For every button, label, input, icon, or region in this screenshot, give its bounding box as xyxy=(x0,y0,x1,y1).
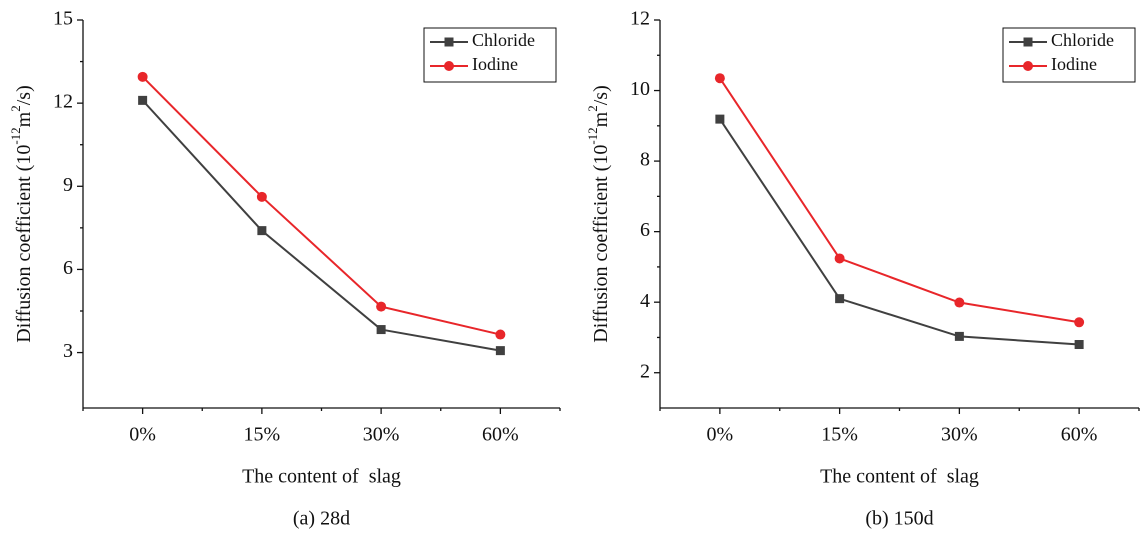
x-tick-label: 15% xyxy=(244,424,281,446)
legend-marker xyxy=(1023,61,1033,71)
y-tick-label: 2 xyxy=(640,360,650,382)
y-axis-label: Diffusion coefficient (10-12m2/s) xyxy=(585,85,611,343)
caption: (a) 28d xyxy=(293,508,350,530)
x-tick-label: 30% xyxy=(941,424,978,446)
y-label-part: -12 xyxy=(8,127,23,144)
legend-marker xyxy=(444,37,454,47)
series-line xyxy=(141,76,501,336)
legend-marker xyxy=(444,61,454,71)
y-tick-label: 10 xyxy=(630,78,650,100)
y-tick-label: 9 xyxy=(63,174,73,196)
y-label-part: /s) xyxy=(13,85,35,105)
legend-box xyxy=(1002,27,1136,83)
marker xyxy=(495,346,505,356)
marker xyxy=(257,226,267,236)
marker xyxy=(954,297,965,308)
marker xyxy=(376,325,386,335)
y-tick-label: 12 xyxy=(630,8,650,30)
marker xyxy=(714,73,725,84)
y-label-part: -12 xyxy=(585,127,600,144)
series-line xyxy=(719,118,1080,346)
x-tick-label: 0% xyxy=(707,424,734,446)
y-tick-label: 12 xyxy=(53,91,73,113)
x-tick-label: 60% xyxy=(1061,424,1098,446)
legend-label: Chloride xyxy=(1051,30,1114,50)
y-tick-label: 15 xyxy=(53,8,73,30)
y-label-part: m xyxy=(590,111,612,127)
legend-label: Chloride xyxy=(472,30,535,50)
y-tick-label: 8 xyxy=(640,149,650,171)
x-tick-label: 30% xyxy=(363,424,400,446)
y-label-part: Diffusion coefficient (10 xyxy=(590,145,612,343)
marker xyxy=(138,95,148,105)
marker xyxy=(495,329,506,340)
x-axis-label: The content of slag xyxy=(820,466,979,488)
marker xyxy=(376,301,387,312)
y-tick-label: 6 xyxy=(640,219,650,241)
series-line xyxy=(719,77,1080,324)
series-line xyxy=(141,99,501,352)
y-label-part: 2 xyxy=(585,105,600,112)
marker xyxy=(256,191,267,202)
marker xyxy=(835,294,845,304)
legend-label: Iodine xyxy=(472,54,518,74)
y-tick-label: 4 xyxy=(640,290,650,312)
marker xyxy=(137,71,148,82)
y-tick-label: 6 xyxy=(63,257,73,279)
y-label-part: m xyxy=(13,111,35,127)
caption: (b) 150d xyxy=(865,508,933,530)
legend-marker xyxy=(1023,37,1033,47)
marker xyxy=(1074,340,1084,350)
marker xyxy=(715,114,725,124)
x-tick-label: 15% xyxy=(821,424,858,446)
y-axis-label: Diffusion coefficient (10-12m2/s) xyxy=(8,85,34,343)
y-tick-label: 3 xyxy=(63,340,73,362)
marker xyxy=(834,253,845,264)
legend-label: Iodine xyxy=(1051,54,1097,74)
x-tick-label: 0% xyxy=(129,424,156,446)
marker xyxy=(1074,317,1085,328)
x-axis-label: The content of slag xyxy=(242,466,401,488)
marker xyxy=(954,331,964,341)
legend-box xyxy=(423,27,557,83)
x-tick-label: 60% xyxy=(482,424,519,446)
y-label-part: 2 xyxy=(8,105,23,112)
y-label-part: Diffusion coefficient (10 xyxy=(13,145,35,343)
y-label-part: /s) xyxy=(590,85,612,105)
